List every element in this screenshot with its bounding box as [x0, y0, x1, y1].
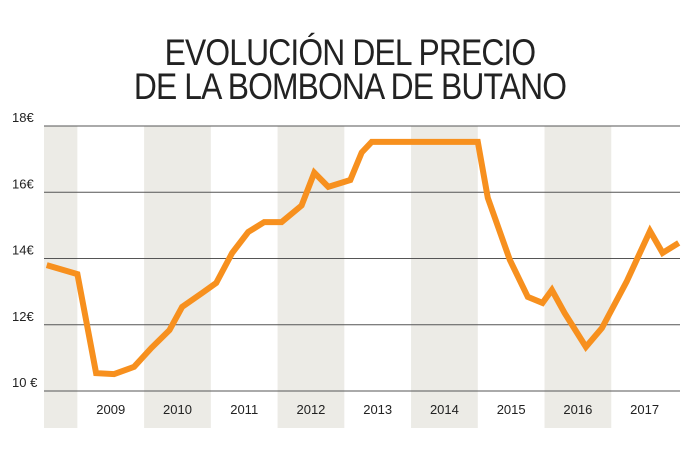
chart-title-line-2: DE LA BOMBONA DE BUTANO — [133, 66, 567, 107]
x-tick-label: 2016 — [563, 402, 592, 417]
y-tick-label: 10 € — [12, 375, 38, 390]
year-band-2008 — [44, 126, 78, 428]
x-tick-label: 2010 — [163, 402, 192, 417]
x-tick-label: 2011 — [230, 402, 258, 417]
x-tick-label: 2014 — [430, 402, 459, 417]
x-tick-label: 2017 — [630, 402, 659, 417]
year-band-2014 — [411, 126, 478, 428]
x-tick-label: 2012 — [296, 402, 325, 417]
y-tick-label: 18€ — [12, 110, 34, 125]
y-tick-label: 14€ — [12, 243, 34, 258]
y-tick-label: 16€ — [12, 176, 34, 191]
x-tick-label: 2013 — [363, 402, 392, 417]
x-tick-label: 2009 — [96, 402, 125, 417]
year-band-2010 — [144, 126, 211, 428]
year-band-2012 — [277, 126, 345, 428]
x-tick-label: 2015 — [497, 402, 526, 417]
y-tick-label: 12€ — [12, 309, 34, 324]
year-band-2016 — [544, 126, 612, 428]
chart-title-line-1: EVOLUCIÓN DEL PRECIO — [164, 32, 536, 73]
